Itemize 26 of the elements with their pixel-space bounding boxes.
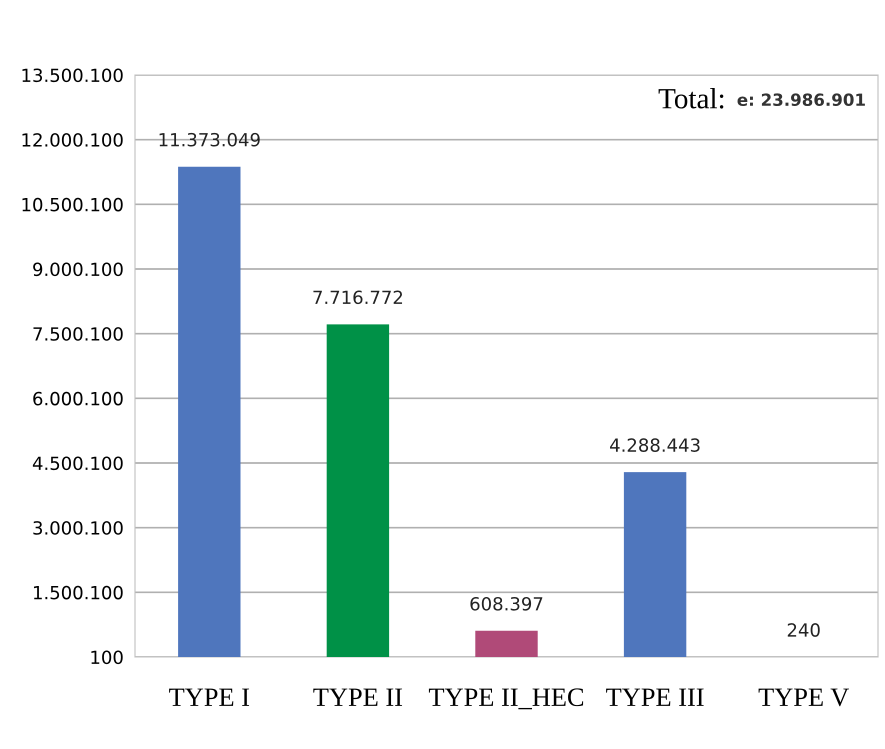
annotation: e: 23.986.901	[738, 93, 865, 106]
x-tick-label: TYPE I	[169, 688, 250, 706]
y-tick-label: 9.000.100	[33, 262, 123, 276]
bar	[326, 324, 390, 657]
data-label: 11.373.049	[160, 132, 260, 147]
y-tick-label: 4.500.100	[32, 456, 123, 470]
y-tick-label: 6.000.100	[33, 392, 123, 406]
y-tick-label: 1.500.100	[34, 586, 123, 600]
y-tick-label: 100	[91, 650, 123, 664]
y-tick-label: 12.000.100	[22, 133, 123, 147]
x-tick-label: TYPE III	[606, 688, 704, 706]
bar	[624, 472, 686, 657]
y-tick-label: 10.500.100	[22, 198, 123, 212]
x-tick-label: TYPE V	[758, 688, 849, 706]
data-label: 4.288.443	[610, 438, 700, 452]
bar	[475, 630, 538, 657]
data-label: 608.397	[470, 596, 542, 611]
x-tick-label: TYPE II	[313, 688, 402, 706]
y-tick-label: 7.500.100	[33, 327, 123, 341]
data-label: 7.716.772	[313, 290, 402, 304]
x-tick-label: TYPE II_HEC	[428, 688, 584, 710]
annotation: Total:	[658, 88, 724, 109]
bar	[178, 166, 241, 657]
y-tick-label: 3.000.100	[33, 521, 123, 535]
data-label: 240	[788, 623, 820, 637]
y-tick-label: 13.500.100	[22, 68, 123, 82]
